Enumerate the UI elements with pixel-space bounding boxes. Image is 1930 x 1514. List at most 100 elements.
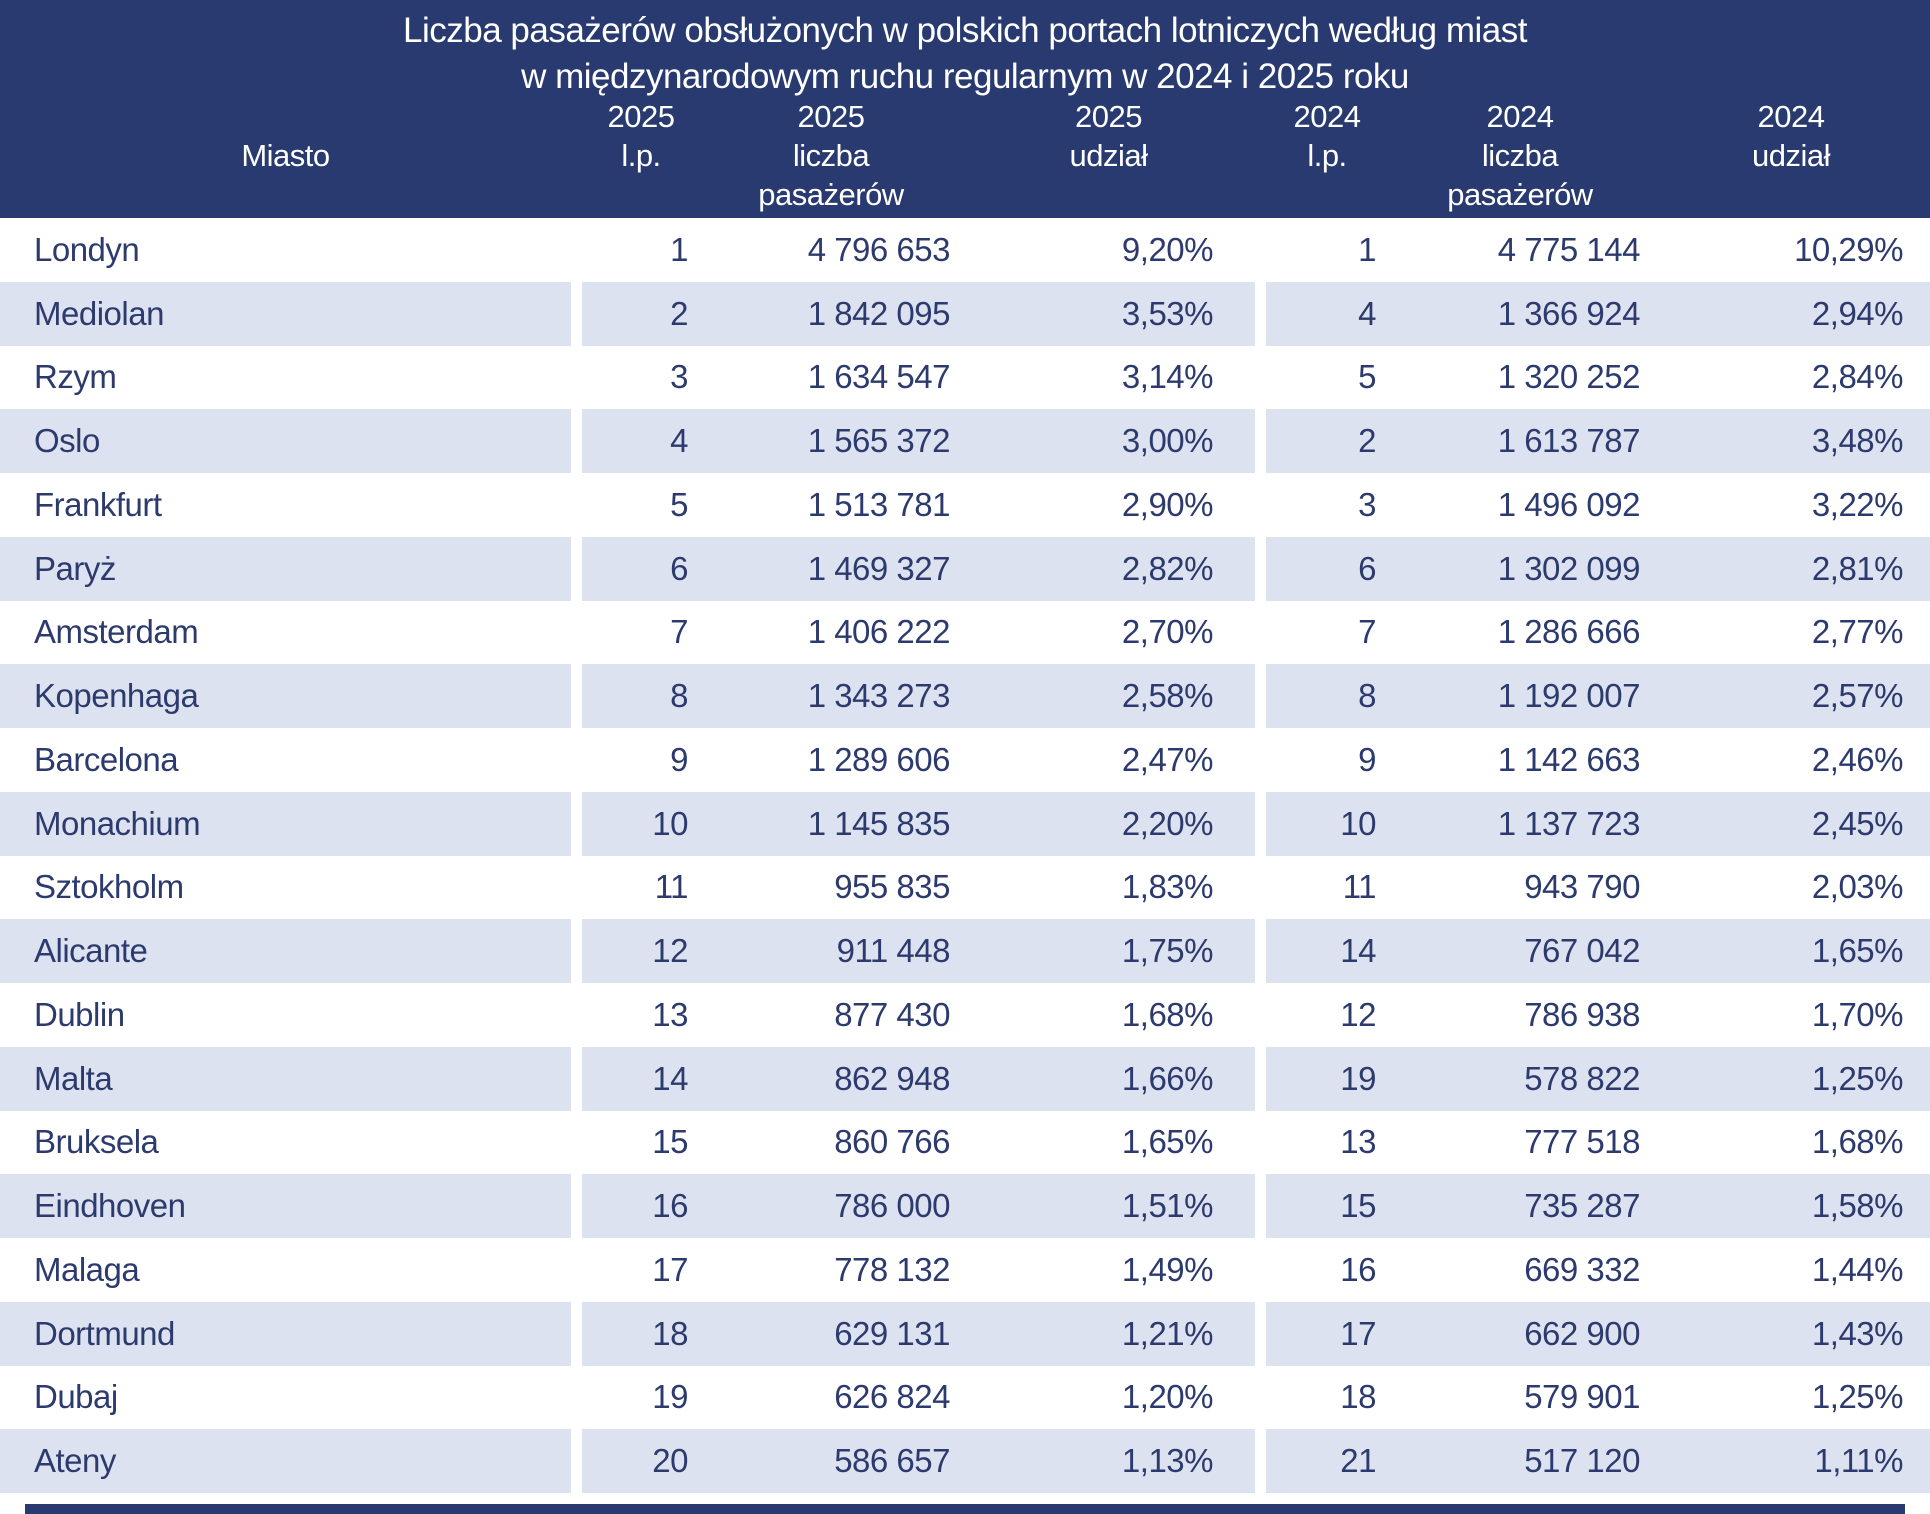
header-line [0,97,571,136]
passengers-2025-cell: 1 406 222 [700,600,962,665]
passengers-2024-cell: 1 192 007 [1388,664,1652,728]
rank-2024-cell: 16 [1266,1238,1388,1302]
rank-2024-cell: 11 [1266,855,1388,920]
rank-2024-cell: 3 [1266,473,1388,537]
table-row: Dubaj 19 626 824 1,20% 18 579 901 1,25% [0,1365,1930,1430]
passengers-2024-cell: 1 286 666 [1388,600,1652,665]
rank-2024-cell: 14 [1266,919,1388,983]
rank-2024-cell: 6 [1266,536,1388,601]
column-gap [1255,409,1266,473]
column-gap [571,983,582,1047]
passengers-2025-cell: 1 469 327 [700,536,962,601]
column-gap [1255,1174,1266,1238]
column-gap [1255,536,1266,601]
city-cell: Alicante [0,919,571,983]
share-2025-cell: 9,20% [962,218,1255,282]
rank-2025-cell: 7 [582,600,700,665]
column-header-2024-passengers: 2024 liczba pasażerów [1388,97,1652,214]
column-gap [571,1238,582,1302]
column-gap [1255,345,1266,410]
column-gap [1255,281,1266,346]
city-cell: Barcelona [0,728,571,792]
share-2024-cell: 3,48% [1652,409,1930,473]
column-gap [571,664,582,728]
share-2025-cell: 1,75% [962,919,1255,983]
passengers-2024-cell: 767 042 [1388,919,1652,983]
passengers-2025-cell: 626 824 [700,1365,962,1430]
column-gap [571,728,582,792]
rank-2024-cell: 8 [1266,664,1388,728]
column-header-2025-share: 2025 udział [962,97,1255,214]
passengers-2025-cell: 1 634 547 [700,345,962,410]
share-2024-cell: 1,65% [1652,919,1930,983]
rank-2025-cell: 10 [582,791,700,856]
column-gap [571,473,582,537]
column-gap [571,345,582,410]
rank-2025-cell: 20 [582,1429,700,1493]
share-2025-cell: 2,82% [962,536,1255,601]
passengers-2024-cell: 786 938 [1388,983,1652,1047]
passengers-2024-cell: 578 822 [1388,1046,1652,1111]
city-cell: Kopenhaga [0,664,571,728]
header-line: liczba [792,138,870,173]
header-line: l.p. [1307,138,1347,173]
column-header-2025-rank: 2025 l.p. [582,97,700,214]
table-row: Eindhoven 16 786 000 1,51% 15 735 287 1,… [0,1174,1930,1238]
column-headers: Miasto 2025 l.p. 2025 liczba pasażerów 2… [0,97,1930,214]
table-row: Barcelona 9 1 289 606 2,47% 9 1 142 663 … [0,728,1930,792]
table-row: Kopenhaga 8 1 343 273 2,58% 8 1 192 007 … [0,664,1930,728]
column-gap [571,1429,582,1493]
city-cell: Dortmund [0,1301,571,1366]
column-gap [571,791,582,856]
column-gap [1255,791,1266,856]
header-line [0,175,571,214]
rank-2024-cell: 19 [1266,1046,1388,1111]
table-row: Malaga 17 778 132 1,49% 16 669 332 1,44% [0,1238,1930,1302]
table-row: Rzym 3 1 634 547 3,14% 5 1 320 252 2,84% [0,345,1930,410]
passengers-2025-cell: 877 430 [700,983,962,1047]
column-header-city: Miasto [0,97,571,214]
table-row: Bruksela 15 860 766 1,65% 13 777 518 1,6… [0,1110,1930,1175]
share-2025-cell: 3,53% [962,281,1255,346]
share-2024-cell: 1,44% [1652,1238,1930,1302]
header-line: 2025 [1075,99,1142,134]
share-2025-cell: 3,00% [962,409,1255,473]
share-2024-cell: 2,57% [1652,664,1930,728]
passengers-2024-cell: 517 120 [1388,1429,1652,1493]
share-2024-cell: 2,03% [1652,855,1930,920]
city-cell: Amsterdam [0,600,571,665]
column-gap [571,919,582,983]
table-row: Ateny 20 586 657 1,13% 21 517 120 1,11% [0,1429,1930,1493]
city-cell: Sztokholm [0,855,571,920]
city-cell: Bruksela [0,1110,571,1175]
share-2024-cell: 10,29% [1652,218,1930,282]
share-2024-cell: 1,68% [1652,1110,1930,1175]
column-gap [571,281,582,346]
rank-2025-cell: 17 [582,1238,700,1302]
share-2024-cell: 1,43% [1652,1301,1930,1366]
rank-2024-cell: 4 [1266,281,1388,346]
table-title: Liczba pasażerów obsłużonych w polskich … [0,0,1930,100]
rank-2024-cell: 10 [1266,791,1388,856]
table-row: Oslo 4 1 565 372 3,00% 2 1 613 787 3,48% [0,409,1930,473]
column-gap [1255,983,1266,1047]
header-line [582,175,700,214]
city-cell: Malaga [0,1238,571,1302]
header-line: udział [1069,138,1149,173]
passengers-2025-cell: 586 657 [700,1429,962,1493]
table-row: Dortmund 18 629 131 1,21% 17 662 900 1,4… [0,1301,1930,1366]
share-2024-cell: 2,84% [1652,345,1930,410]
column-gap [1255,664,1266,728]
passengers-2025-cell: 1 343 273 [700,664,962,728]
header-line: udział [1752,138,1831,173]
rank-2025-cell: 16 [582,1174,700,1238]
header-line: 2025 [797,99,865,134]
column-header-2024-share: 2024 udział [1652,97,1930,214]
passengers-2025-cell: 629 131 [700,1301,962,1366]
share-2025-cell: 2,47% [962,728,1255,792]
column-gap [571,1365,582,1430]
share-2024-cell: 1,25% [1652,1046,1930,1111]
table-row: Amsterdam 7 1 406 222 2,70% 7 1 286 666 … [0,600,1930,665]
header-line: l.p. [621,138,661,173]
